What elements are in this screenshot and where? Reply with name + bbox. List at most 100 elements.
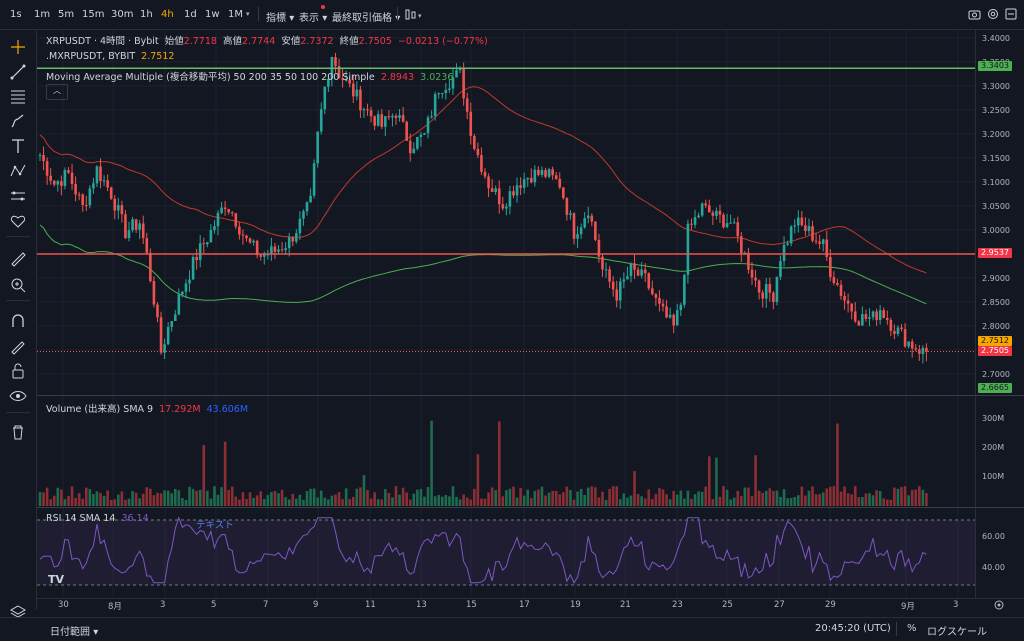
candle-body bbox=[565, 198, 569, 215]
timeframe-5m[interactable]: 5m bbox=[58, 9, 75, 20]
heart-icon[interactable] bbox=[9, 212, 27, 230]
volume-bar bbox=[579, 488, 583, 506]
rsi-text-annotation[interactable]: テキスト bbox=[196, 520, 234, 531]
log-scale-toggle[interactable]: ログスケール bbox=[927, 627, 987, 638]
candle-body bbox=[344, 79, 348, 81]
candle-body bbox=[529, 177, 533, 183]
volume-bar bbox=[191, 488, 195, 506]
text-tool-icon[interactable] bbox=[9, 137, 27, 155]
chevron-down-icon: ▾ bbox=[322, 13, 328, 24]
timeframe-1h[interactable]: 1h bbox=[140, 9, 153, 20]
timeframe-1w[interactable]: 1w bbox=[205, 9, 220, 20]
mark-symbol[interactable]: .MXRPUSDT, BYBIT bbox=[46, 51, 136, 62]
chart-type-icon[interactable]: ▾ bbox=[404, 8, 426, 21]
candle-body bbox=[736, 222, 740, 237]
ma-label[interactable]: Moving Average Multiple (複合移動平均) 50 200 … bbox=[46, 72, 375, 83]
zoom-in-icon[interactable] bbox=[9, 276, 27, 294]
symbol-title[interactable]: XRPUSDT · 4時間 · Bybit bbox=[46, 36, 159, 47]
candle-body bbox=[362, 109, 366, 111]
candle-body bbox=[483, 171, 487, 177]
candle-body bbox=[533, 169, 537, 183]
time-scale-label: 23 bbox=[672, 600, 683, 610]
volume-bar bbox=[223, 441, 227, 506]
date-range-button[interactable]: 日付範囲 ▾ bbox=[50, 627, 99, 638]
trash-icon[interactable] bbox=[9, 423, 27, 441]
settings-gear-icon[interactable] bbox=[987, 8, 999, 20]
volume-bar bbox=[252, 497, 255, 506]
candle-body bbox=[209, 229, 213, 243]
volume-bar bbox=[149, 488, 152, 506]
eye-icon[interactable] bbox=[9, 387, 27, 405]
timeframe-1s[interactable]: 1s bbox=[10, 9, 22, 20]
volume-bar bbox=[334, 494, 337, 506]
volume-bar bbox=[63, 499, 67, 506]
candle-body bbox=[579, 227, 583, 235]
timeframe-30m[interactable]: 30m bbox=[111, 9, 134, 20]
candle-body bbox=[280, 249, 284, 251]
indicators-menu[interactable]: 指標 ▾ bbox=[266, 13, 295, 24]
volume-bar bbox=[134, 492, 138, 506]
volume-bar bbox=[127, 498, 131, 506]
candle-body bbox=[796, 217, 800, 226]
ruler-icon[interactable] bbox=[9, 250, 27, 268]
percent-scale-toggle[interactable]: % bbox=[907, 623, 917, 634]
magnet-icon[interactable] bbox=[9, 312, 27, 330]
volume-bar bbox=[70, 486, 74, 506]
candle-body bbox=[166, 326, 170, 345]
last-price-menu[interactable]: 最終取引価格 ▾ bbox=[332, 9, 400, 24]
volume-bar bbox=[693, 494, 697, 506]
candle-body bbox=[81, 194, 85, 206]
crosshair-icon[interactable] bbox=[9, 38, 27, 56]
pencil-lock-icon[interactable] bbox=[9, 337, 27, 355]
candle-body bbox=[868, 317, 871, 319]
candle-body bbox=[597, 239, 601, 257]
collapse-legend-button[interactable]: ︿ bbox=[46, 84, 68, 100]
lock-icon[interactable] bbox=[9, 362, 27, 380]
brush-icon[interactable] bbox=[9, 112, 27, 130]
volume-bar bbox=[736, 490, 740, 506]
candle-body bbox=[925, 347, 928, 352]
timeframe-15m[interactable]: 15m bbox=[82, 9, 105, 20]
volume-bar bbox=[629, 495, 633, 506]
candle-body bbox=[227, 209, 230, 213]
volume-label[interactable]: Volume (出来高) SMA 9 bbox=[46, 404, 154, 415]
volume-bar bbox=[469, 499, 473, 506]
display-menu[interactable]: 表示 ▾ bbox=[299, 13, 328, 24]
tradingview-logo[interactable]: TV bbox=[48, 573, 65, 586]
volume-value-2: 43.606M bbox=[206, 404, 249, 415]
timeframe-1m[interactable]: 1m bbox=[34, 9, 51, 20]
candle-body bbox=[295, 233, 298, 242]
rsi-label[interactable]: RSI 14 SMA 14 bbox=[46, 513, 116, 524]
candle-body bbox=[807, 226, 811, 232]
volume-bar bbox=[925, 493, 928, 506]
pattern-icon[interactable] bbox=[9, 162, 27, 180]
timeframe-1M[interactable]: 1M bbox=[228, 9, 243, 20]
candle-body bbox=[245, 235, 248, 239]
pane-separator[interactable] bbox=[37, 507, 1024, 508]
trendline-icon[interactable] bbox=[9, 63, 27, 81]
fib-retracement-icon[interactable] bbox=[9, 87, 27, 105]
candle-body bbox=[366, 109, 369, 111]
measure-icon[interactable] bbox=[9, 187, 27, 205]
candle-body bbox=[369, 110, 373, 117]
candle-body bbox=[501, 204, 505, 209]
timeframe-dropdown-icon[interactable]: ▾ bbox=[246, 10, 250, 18]
candle-body bbox=[832, 277, 836, 283]
price-chart-canvas[interactable] bbox=[37, 30, 975, 600]
candle-body bbox=[554, 175, 558, 179]
axis-settings-gear-icon[interactable] bbox=[993, 599, 1005, 611]
volume-bar bbox=[405, 492, 408, 506]
timeframe-4h[interactable]: 4h bbox=[161, 9, 174, 20]
fullscreen-icon[interactable] bbox=[1005, 8, 1017, 20]
volume-bar bbox=[455, 496, 458, 506]
bottom-divider bbox=[896, 622, 897, 636]
candle-body bbox=[814, 240, 818, 242]
pane-separator[interactable] bbox=[37, 395, 1024, 396]
utc-time[interactable]: 20:45:20 (UTC) bbox=[815, 623, 891, 634]
volume-bar bbox=[198, 489, 202, 506]
volume-bar bbox=[195, 490, 198, 506]
rsi-legend: RSI 14 SMA 14 36.14 bbox=[46, 513, 149, 524]
camera-icon[interactable] bbox=[968, 9, 981, 20]
candle-body bbox=[629, 263, 633, 277]
timeframe-1d[interactable]: 1d bbox=[184, 9, 197, 20]
